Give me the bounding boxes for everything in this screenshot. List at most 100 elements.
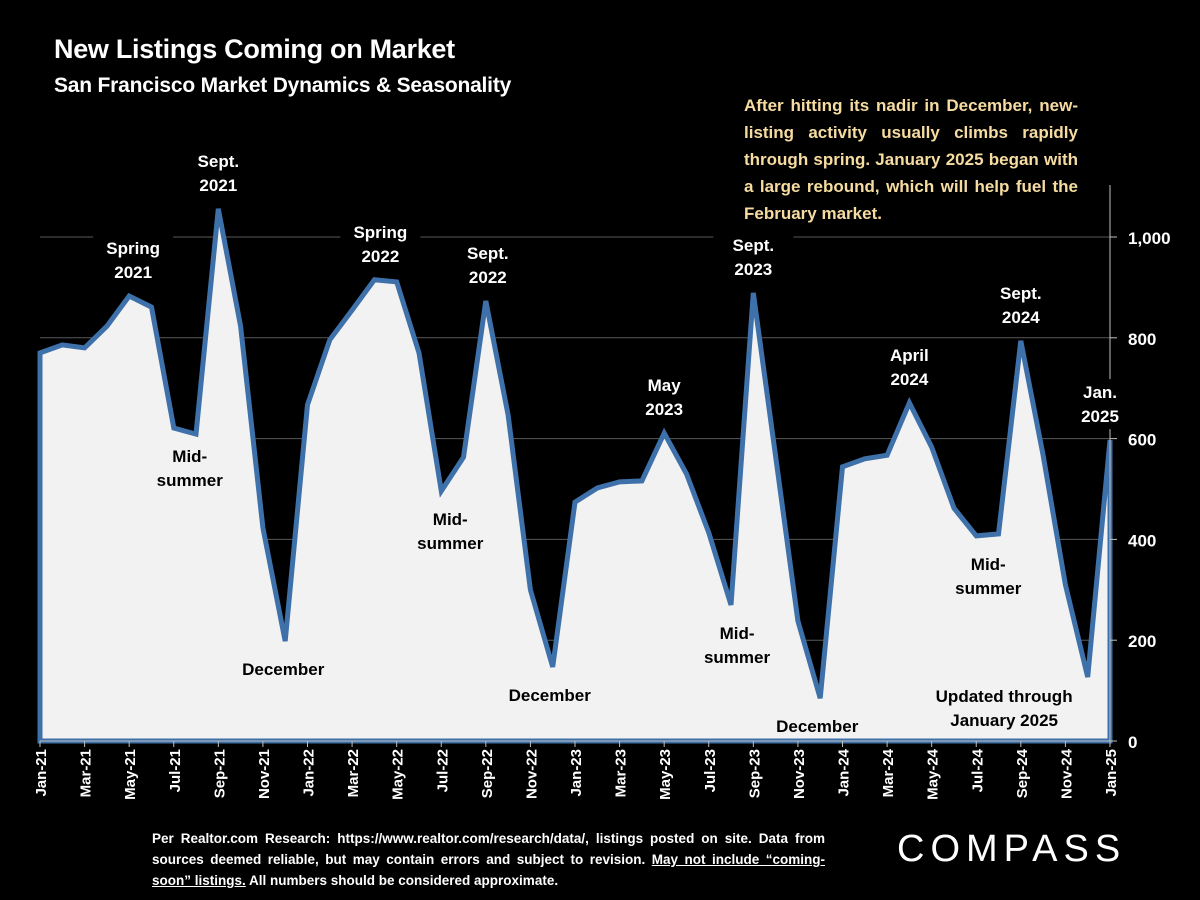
annotation-text: December	[242, 660, 325, 679]
x-tick-label: May-21	[122, 749, 139, 800]
annotation-text: 2022	[469, 268, 507, 287]
annotation-text: Jan.	[1083, 383, 1117, 402]
annotation-text: Mid-	[971, 555, 1006, 574]
annotation-backing	[93, 234, 174, 285]
annotation-label: Mid-summer	[955, 555, 1022, 598]
annotations: Spring 2021 Sept. 2021 Mid-summer December Spr…	[93, 147, 1140, 736]
x-tick-label: Jan-24	[836, 748, 853, 796]
annotation-text: May	[648, 376, 682, 395]
y-tick-label: 200	[1128, 632, 1156, 651]
y-tick-label: 600	[1128, 431, 1156, 450]
annotation-text: Sept.	[467, 244, 509, 263]
annotation-text: December	[509, 686, 592, 705]
x-tick-label: Sep-24	[1014, 748, 1031, 798]
x-tick-label: May-22	[390, 749, 407, 800]
x-tick-label: Jan-21	[33, 749, 50, 797]
annotation-text: Sept.	[733, 236, 775, 255]
annotation-text: summer	[704, 648, 771, 667]
x-tick-label: Nov-21	[256, 749, 273, 799]
annotation-label: Mid-summer	[704, 624, 771, 667]
annotation-label: Spring 2022	[340, 218, 421, 269]
y-tick-label: 800	[1128, 330, 1156, 349]
annotation-label: December	[242, 660, 325, 679]
area-series	[37, 208, 1113, 744]
annotation-text: Updated through	[936, 687, 1073, 706]
source-footnote: Per Realtor.com Research: https://www.re…	[152, 828, 825, 891]
x-tick-label: Mar-22	[345, 749, 362, 797]
annotation-backing	[869, 341, 950, 392]
annotation-text: summer	[417, 534, 484, 553]
annotation-text: December	[776, 717, 859, 736]
annotation-text: Mid-	[433, 510, 468, 529]
annotation-text: April	[890, 346, 929, 365]
annotation-text: Sept.	[198, 152, 240, 171]
x-tick-label: Mar-23	[613, 749, 630, 797]
annotation-text: 2025	[1081, 407, 1119, 426]
chart-subtitle: San Francisco Market Dynamics & Seasonal…	[54, 74, 512, 97]
x-tick-label: Jul-24	[969, 748, 986, 792]
annotation-backing	[178, 147, 259, 198]
annotation-label: Updated through January 2025	[936, 687, 1073, 730]
annotation-text: 2024	[1002, 308, 1040, 327]
annotation-label: Jan. 2025	[1060, 379, 1140, 430]
annotation-label: Spring 2021	[93, 234, 174, 285]
x-tick-label: Jul-22	[434, 749, 451, 792]
annotation-backing	[980, 279, 1061, 330]
x-tick-label: Mar-24	[880, 748, 897, 797]
annotation-text: summer	[955, 579, 1022, 598]
axes: 0 200 400 600 800 1,000 Jan-21 Mar-21 May-21 Jul-…	[33, 185, 1171, 800]
x-tick-label: Sep-21	[211, 749, 228, 798]
annotation-text: summer	[157, 471, 224, 490]
x-tick-label: Sep-22	[479, 749, 496, 798]
annotation-text: 2022	[361, 247, 399, 266]
annotation-text: 2021	[114, 263, 152, 282]
annotation-text: 2021	[199, 176, 237, 195]
x-tick-label: Jan-22	[301, 749, 318, 797]
annotation-text: 2023	[645, 400, 683, 419]
x-tick-label: Sep-23	[746, 749, 763, 798]
footnote-text-2: All numbers should be considered approxi…	[245, 873, 559, 888]
annotation-label: Sept. 2022	[447, 240, 528, 291]
x-tick-label: Jan-23	[568, 749, 585, 797]
annotation-label: Mid-summer	[417, 510, 484, 553]
footnote-underlined: May not include “coming-soon” listings.	[152, 852, 825, 888]
x-tick-label: Mar-21	[78, 749, 95, 797]
x-tick-label: May-23	[657, 749, 674, 800]
annotation-backing	[340, 218, 421, 269]
annotation-text: 2024	[890, 370, 928, 389]
annotation-label: April 2024	[869, 341, 950, 392]
annotation-backing	[1060, 379, 1140, 430]
compass-logo: COMPASS	[897, 828, 1127, 870]
annotation-label: December	[776, 717, 859, 736]
footnote-text-1: Per Realtor.com Research: https://www.re…	[152, 831, 825, 867]
area-fill	[37, 208, 1113, 744]
annotation-text: Spring	[106, 239, 160, 258]
annotation-backing	[624, 372, 705, 423]
annotation-text: January 2025	[950, 711, 1058, 730]
annotation-text: Mid-	[720, 624, 755, 643]
y-tick-label: 0	[1128, 733, 1137, 752]
x-tick-label: Jul-23	[702, 749, 719, 792]
x-tick-label: Nov-24	[1058, 748, 1075, 799]
x-tick-label: Jan-25	[1103, 749, 1120, 797]
annotation-text: Mid-	[172, 447, 207, 466]
annotation-label: Sept. 2021	[178, 147, 259, 198]
annotation-label: May 2023	[624, 372, 705, 423]
y-tick-label: 1,000	[1128, 229, 1171, 248]
annotation-label: December	[509, 686, 592, 705]
annotation-text: 2023	[734, 260, 772, 279]
annotation-label: Sept. 2023	[713, 231, 794, 282]
x-tick-label: May-24	[925, 748, 942, 800]
annotation-backing	[447, 240, 528, 291]
x-tick-label: Jul-21	[167, 749, 184, 792]
x-tick-label: Nov-23	[791, 749, 808, 799]
annotation-text: Sept.	[1000, 284, 1042, 303]
chart-title: New Listings Coming on Market	[54, 34, 455, 64]
x-tick-label: Nov-22	[523, 749, 540, 799]
annotation-label: Sept. 2024	[980, 279, 1061, 330]
annotation-text: Spring	[353, 223, 407, 242]
annotation-backing	[713, 231, 794, 282]
y-tick-label: 400	[1128, 531, 1156, 550]
annotation-label: Mid-summer	[157, 447, 224, 490]
